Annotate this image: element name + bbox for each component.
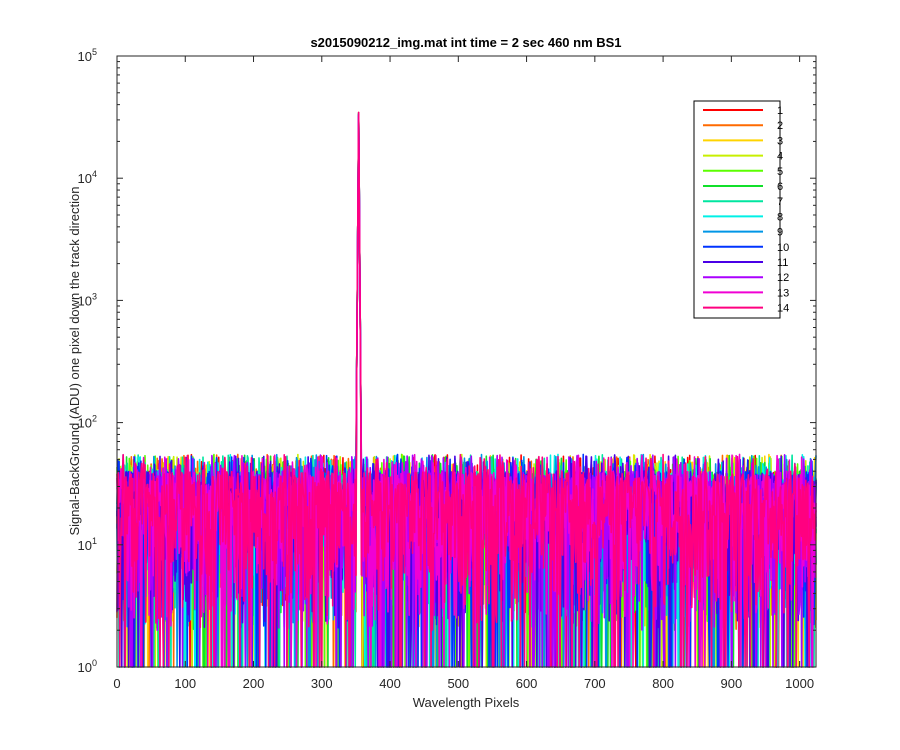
legend-label: 3 — [777, 135, 783, 147]
legend-label: 14 — [777, 303, 789, 315]
x-tick-label: 0 — [113, 676, 120, 691]
chart-title: s2015090212_img.mat int time = 2 sec 460… — [310, 35, 621, 50]
x-tick-label: 400 — [379, 676, 401, 691]
series-layer — [116, 111, 817, 668]
x-axis-label: Wavelength Pixels — [413, 695, 520, 710]
legend-label: 12 — [777, 272, 789, 284]
legend-label: 6 — [777, 181, 783, 193]
legend-label: 4 — [777, 151, 783, 163]
x-axis: 0 100 200 300 400 500 600 700 800 900 1000 — [113, 56, 814, 691]
x-tick-label: 500 — [447, 676, 469, 691]
legend-label: 2 — [777, 120, 783, 132]
legend-label: 10 — [777, 242, 789, 254]
y-tick-label: 104 — [78, 169, 97, 186]
x-tick-label: 1000 — [785, 676, 814, 691]
plot-frame — [116, 55, 817, 668]
y-tick-label: 100 — [78, 658, 97, 675]
legend-box — [693, 100, 781, 319]
y-tick-label: 103 — [78, 291, 97, 308]
legend-label: 13 — [777, 287, 789, 299]
legend-label: 1 — [777, 105, 783, 117]
x-tick-label: 700 — [584, 676, 606, 691]
legend-label: 11 — [777, 257, 788, 269]
x-tick-label: 900 — [721, 676, 743, 691]
legend-label: 7 — [777, 196, 783, 208]
series-line-14 — [116, 111, 817, 668]
legend-label: 8 — [777, 211, 783, 223]
legend-label: 5 — [777, 166, 783, 178]
y-tick-label: 102 — [78, 414, 97, 431]
legend-label: 9 — [777, 227, 783, 239]
x-tick-label: 600 — [516, 676, 538, 691]
y-tick-label: 101 — [78, 536, 97, 553]
x-tick-label: 300 — [311, 676, 333, 691]
y-tick-label: 105 — [78, 47, 97, 64]
x-tick-label: 100 — [174, 676, 196, 691]
x-tick-label: 200 — [243, 676, 265, 691]
y-axis-label: Signal-BackGround (ADU) one pixel down t… — [67, 186, 82, 535]
x-tick-label: 800 — [652, 676, 674, 691]
